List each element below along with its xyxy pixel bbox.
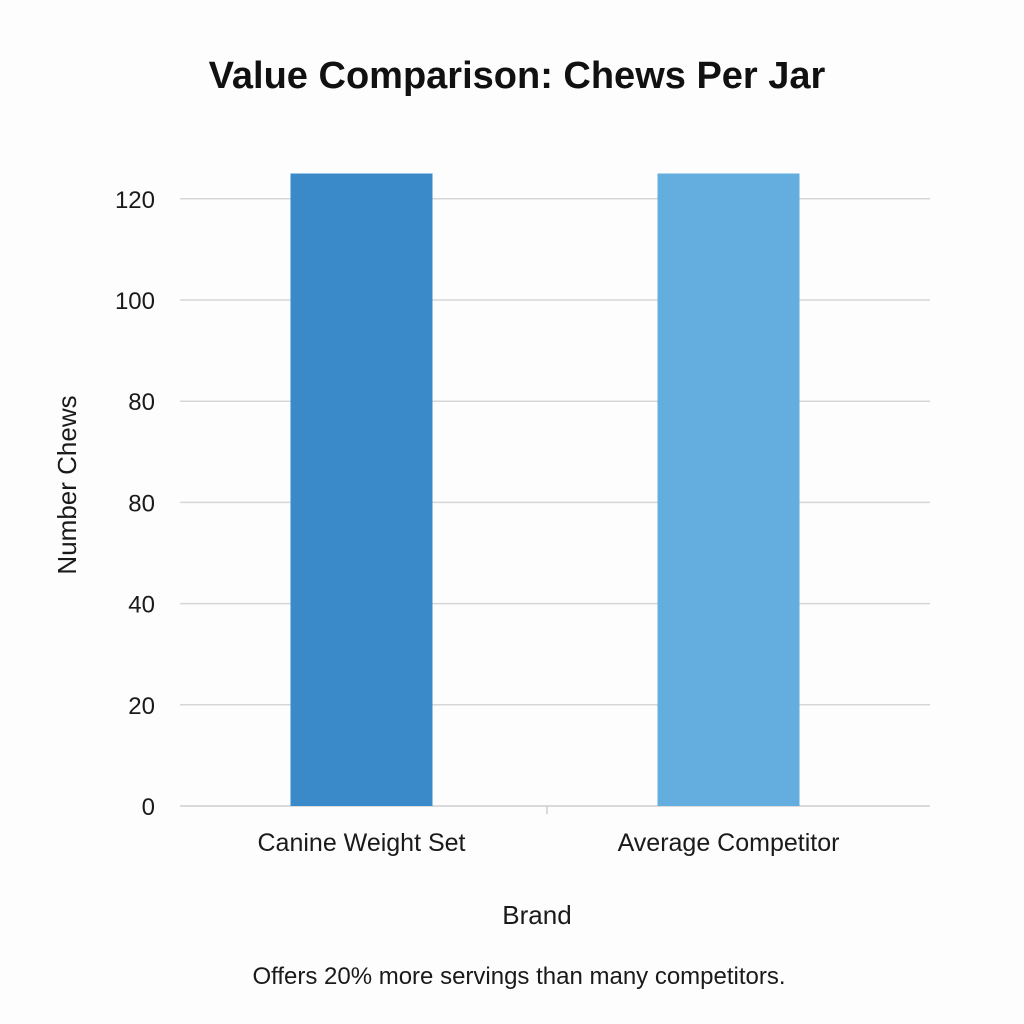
chart-title: Value Comparison: Chews Per Jar <box>209 55 826 97</box>
x-axis-title: Brand <box>502 900 571 930</box>
y-tick-label: 0 <box>142 794 155 821</box>
x-axis-labels: Canine Weight Set Average Competitor <box>258 829 840 857</box>
y-tick-label: 80 <box>128 389 155 416</box>
y-axis-title: Number Chews <box>52 395 82 574</box>
x-category-label: Average Competitor <box>618 829 840 857</box>
y-axis-ticks: 0 20 40 80 80 100 120 <box>115 187 155 821</box>
bar-average-competitor <box>657 173 800 806</box>
y-tick-label: 120 <box>115 187 155 214</box>
y-tick-label: 20 <box>128 693 155 720</box>
x-category-label: Canine Weight Set <box>258 829 466 857</box>
bar-canine-weight-set <box>290 173 433 806</box>
bars <box>290 173 800 806</box>
y-tick-label: 40 <box>128 592 155 619</box>
y-tick-label: 80 <box>128 490 155 517</box>
chart-footnote: Offers 20% more servings than many compe… <box>252 963 785 990</box>
y-tick-label: 100 <box>115 288 155 315</box>
